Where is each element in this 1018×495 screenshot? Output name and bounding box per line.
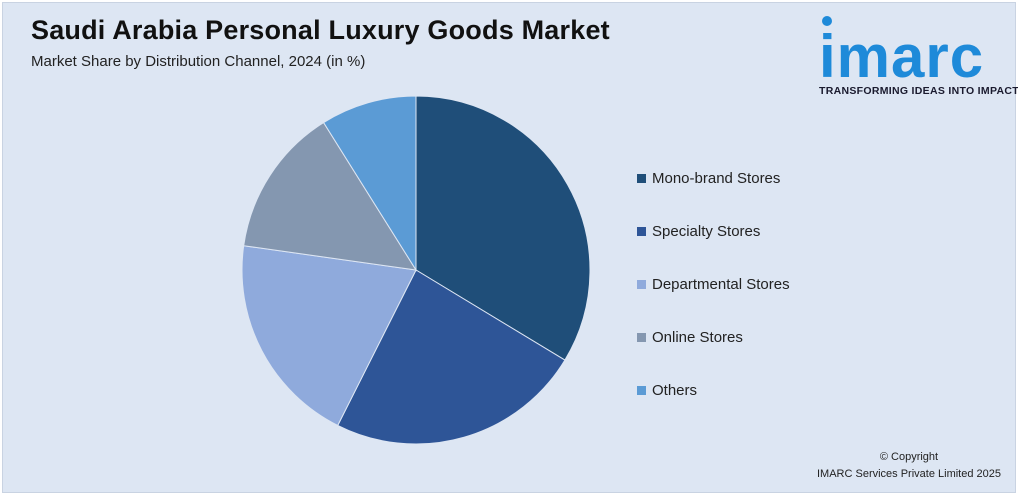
copyright-line-2: IMARC Services Private Limited 2025 [816,468,1001,480]
legend-swatch [637,333,646,342]
legend-item-online-stores: Online Stores [637,311,790,364]
pie-slice-online-stores [243,121,417,271]
imarc-logo: imarc TRANSFORMING IDEAS INTO IMPACT [815,13,1018,103]
legend-swatch [637,227,646,236]
legend-swatch [637,174,646,183]
pie-chart [241,95,591,445]
logo-wordmark: imarc [819,23,985,90]
pie-slice-others [322,95,417,272]
legend-label: Others [652,382,698,399]
legend-item-departmental-stores: Departmental Stores [637,258,790,311]
legend-label: Online Stores [652,329,743,346]
legend-item-others: Others [637,364,790,417]
pie-slice-mono-brand-stores [415,95,591,361]
chart-title: Saudi Arabia Personal Luxury Goods Marke… [31,15,610,45]
legend-item-mono-brand-stores: Mono-brand Stores [637,152,790,205]
logo-tagline: TRANSFORMING IDEAS INTO IMPACT [819,85,1018,97]
chart-subtitle: Market Share by Distribution Channel, 20… [31,53,366,70]
copyright-line-1: © Copyright [879,451,939,463]
chart-legend: Mono-brand Stores Specialty Stores Departm… [637,152,790,417]
legend-label: Specialty Stores [652,223,761,240]
pie-slice-departmental-stores [241,245,417,427]
legend-swatch [637,386,646,395]
legend-label: Departmental Stores [652,276,790,293]
logo-dot-icon [822,16,832,26]
legend-item-specialty-stores: Specialty Stores [637,205,790,258]
copyright-notice: © Copyright IMARC Services Private Limit… [817,449,1001,483]
legend-swatch [637,280,646,289]
legend-label: Mono-brand Stores [652,170,781,187]
